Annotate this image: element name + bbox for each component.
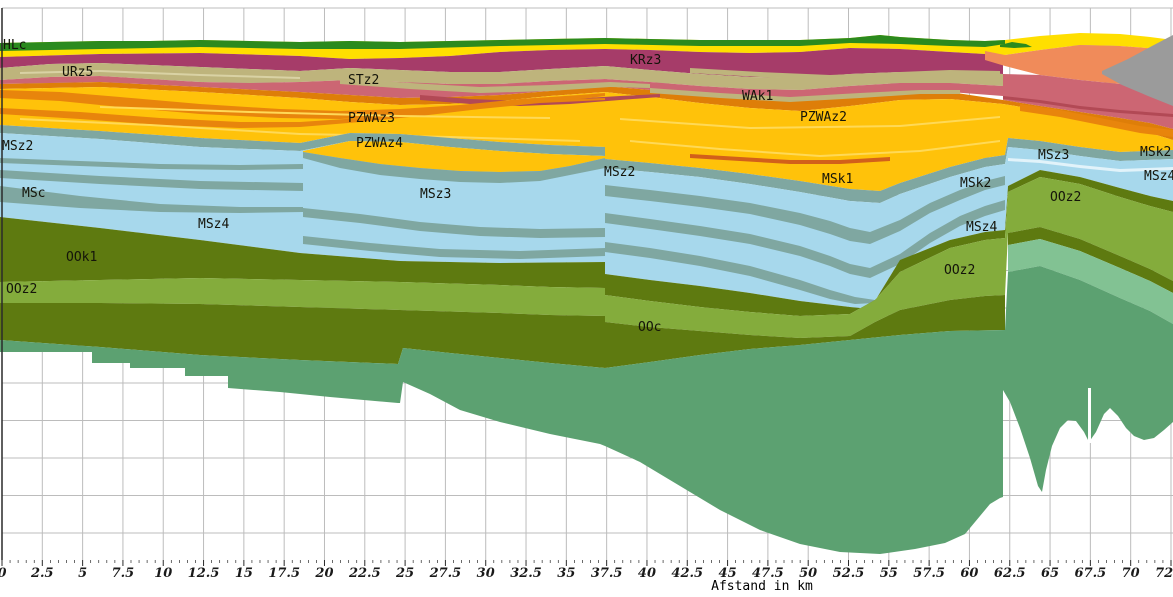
unit-label-OOz2: OOz2 <box>1050 190 1081 205</box>
layer-green-sliver-east <box>1000 42 1032 48</box>
layer-MSk-band-b5 <box>303 208 605 238</box>
unit-label-HLc: HLc <box>3 38 26 53</box>
tick-label-40: 40 <box>638 566 656 581</box>
layer-OOz2 <box>0 177 1173 338</box>
layer-pale-tan-streak <box>20 70 300 79</box>
tick-label-67.5: 67.5 <box>1075 566 1107 581</box>
x-axis: 02.557.51012.51517.52022.52527.53032.535… <box>0 8 1173 581</box>
x-axis-title: Afstand in km <box>711 579 813 594</box>
unit-label-MSk2: MSk2 <box>1140 145 1171 160</box>
unit-label-WAk1: WAk1 <box>742 89 773 104</box>
layer-gray-wedge <box>1102 35 1173 106</box>
layer-MSk-band-b2 <box>0 170 303 191</box>
tick-label-30: 30 <box>477 566 495 581</box>
tick-label-35: 35 <box>557 566 575 581</box>
layer-seagreen-base <box>0 266 1173 554</box>
layer-orange-lens-w2 <box>0 98 605 128</box>
tick-label-0: 0 <box>0 566 7 581</box>
unit-label-OOc: OOc <box>638 320 661 335</box>
layer-URz5 <box>0 63 1003 90</box>
unit-label-MSz3: MSz3 <box>1038 148 1069 163</box>
tick-label-5: 5 <box>78 566 87 581</box>
layer-white-channel-slot <box>1088 388 1091 443</box>
tick-label-45: 45 <box>719 566 737 581</box>
layer-red-streak-mid <box>690 154 890 164</box>
layer-olive-stripe-east <box>1008 227 1173 293</box>
tick-label-15: 15 <box>235 566 253 581</box>
tick-label-37.5: 37.5 <box>591 566 623 581</box>
tick-label-50: 50 <box>799 566 817 581</box>
layer-pale-gold-streak-4 <box>630 140 1000 157</box>
unit-label-KRz3: KRz3 <box>630 53 661 68</box>
tick-label-2.5: 2.5 <box>30 566 54 581</box>
tick-label-17.5: 17.5 <box>268 566 300 581</box>
layer-MSk-band-b4 <box>303 152 605 183</box>
layer-MSc-band <box>0 186 303 213</box>
tick-label-10: 10 <box>154 566 172 581</box>
layer-OOk1 <box>0 170 1173 316</box>
unit-label-MSc: MSc <box>22 186 45 201</box>
tick-label-27.5: 27.5 <box>429 566 462 581</box>
tick-label-70: 70 <box>1122 566 1140 581</box>
layer-OOc <box>0 295 1005 368</box>
layer-MSk-band-m3 <box>605 242 875 304</box>
unit-label-OOz2: OOz2 <box>6 282 37 297</box>
unit-label-MSz2: MSz2 <box>604 165 635 180</box>
tick-label-22.5: 22.5 <box>348 566 381 581</box>
unit-label-MSz4: MSz4 <box>1144 169 1173 184</box>
unit-label-OOk1: OOk1 <box>66 250 97 265</box>
tick-label-47.5: 47.5 <box>752 566 784 581</box>
layer-pale-gold-streak-1 <box>20 118 580 142</box>
tick-label-65: 65 <box>1041 566 1059 581</box>
layer-tan-lens-b <box>340 78 650 93</box>
unit-label-PZWAz4: PZWAz4 <box>356 136 403 151</box>
unit-label-MSz2: MSz2 <box>2 139 33 154</box>
tick-label-42.5: 42.5 <box>671 566 703 581</box>
tick-label-20: 20 <box>314 566 333 581</box>
unit-label-STz2: STz2 <box>348 73 379 88</box>
layer-HLc <box>0 35 1005 51</box>
tick-label-7.5: 7.5 <box>112 566 135 581</box>
unit-label-MSz4: MSz4 <box>198 217 229 232</box>
layer-pale-gold-streak-3 <box>620 116 1000 129</box>
layer-MSk-band-b6 <box>303 236 605 259</box>
layer-KRz3 <box>0 48 1003 78</box>
tick-label-72.5: 72.5 <box>1155 566 1173 581</box>
unit-label-MSz4: MSz4 <box>966 220 997 235</box>
tick-label-52.5: 52.5 <box>833 566 865 581</box>
layer-tan-lens-a <box>690 68 1000 80</box>
unit-label-PZWAz3: PZWAz3 <box>348 111 395 126</box>
layer-polygons <box>0 33 1173 554</box>
unit-label-MSz3: MSz3 <box>420 187 451 202</box>
unit-label-OOz2: OOz2 <box>944 263 975 278</box>
layer-dark-rose-streak-east <box>1003 96 1173 117</box>
tick-label-12.5: 12.5 <box>188 566 220 581</box>
layer-orange-lens-east <box>1020 104 1173 137</box>
tick-label-25: 25 <box>395 566 414 581</box>
layer-MSk-upper <box>0 125 1173 203</box>
unit-label-URz5: URz5 <box>62 65 93 80</box>
tick-label-32.5: 32.5 <box>510 566 542 581</box>
tick-label-60: 60 <box>960 566 978 581</box>
unit-label-MSk2: MSk2 <box>960 176 991 191</box>
layer-pale-gold-streak-2 <box>100 106 550 119</box>
unit-label-PZWAz2: PZWAz2 <box>800 110 847 125</box>
layer-PZWAz4-tongue <box>303 141 605 172</box>
unit-label-MSk1: MSk1 <box>822 172 853 187</box>
layer-pale-blue-streak-east <box>1008 158 1173 172</box>
layer-labels: HLc URz5 STz2 KRz3 WAk1 PZWAz3 PZWAz2 PZWAz4 MSz… <box>2 38 1173 335</box>
tick-label-55: 55 <box>880 566 898 581</box>
layer-MSk-band-m1 <box>605 176 1005 244</box>
layer-tan-lens-c <box>650 88 960 102</box>
tick-label-62.5: 62.5 <box>994 566 1026 581</box>
layer-MSk-band-b1 <box>0 158 303 170</box>
layer-light-seagreen-band-east <box>1008 239 1173 324</box>
tick-label-57.5: 57.5 <box>913 566 945 581</box>
